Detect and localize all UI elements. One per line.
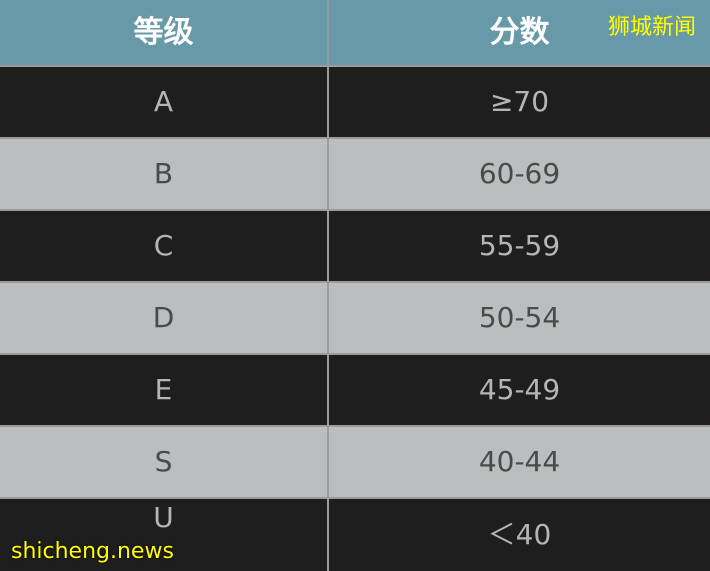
grade-cell: S xyxy=(0,427,329,497)
table-row: C 55-59 xyxy=(0,211,710,283)
score-cell: 55-59 xyxy=(329,211,710,281)
header-score: 分数 xyxy=(489,15,550,50)
table-row: B 60-69 xyxy=(0,139,710,211)
grade-cell: U xyxy=(0,499,329,571)
grade-cell: B xyxy=(0,139,329,209)
score-text: 50-54 xyxy=(478,300,561,334)
table-row: A ≥70 xyxy=(0,67,710,139)
watermark-chinese: 狮城新闻 xyxy=(607,15,696,40)
grade-cell: C xyxy=(0,211,329,281)
grade-text: C xyxy=(153,228,174,262)
grade-text: U xyxy=(153,501,174,534)
grade-text: E xyxy=(154,372,173,406)
score-cell: 45-49 xyxy=(329,355,710,425)
score-cell: 40-44 xyxy=(329,427,710,497)
score-cell: 60-69 xyxy=(329,139,710,209)
grade-text: B xyxy=(153,156,174,190)
grade-text: S xyxy=(154,444,173,478)
grade-cell: D xyxy=(0,283,329,353)
score-cell: ≥70 xyxy=(329,67,710,137)
watermark-latin: shicheng.news xyxy=(11,539,174,564)
header-score-cell: 分数 xyxy=(329,0,710,65)
score-text: ≥70 xyxy=(489,84,550,118)
table-row: U ＜40 xyxy=(0,499,710,571)
grade-cell: A xyxy=(0,67,329,137)
header-grade: 等级 xyxy=(133,15,194,50)
score-text: 60-69 xyxy=(478,156,561,190)
score-text: ＜40 xyxy=(487,517,552,551)
table-header: 等级 分数 xyxy=(0,0,710,67)
grade-text: A xyxy=(153,84,174,118)
grade-text: D xyxy=(152,300,175,334)
header-grade-cell: 等级 xyxy=(0,0,329,65)
score-cell: ＜40 xyxy=(329,499,710,571)
table-row: S 40-44 xyxy=(0,427,710,499)
score-cell: 50-54 xyxy=(329,283,710,353)
score-text: 40-44 xyxy=(478,444,561,478)
table-row: E 45-49 xyxy=(0,355,710,427)
score-text: 45-49 xyxy=(478,372,561,406)
table-row: D 50-54 xyxy=(0,283,710,355)
grade-cell: E xyxy=(0,355,329,425)
score-text: 55-59 xyxy=(478,228,561,262)
